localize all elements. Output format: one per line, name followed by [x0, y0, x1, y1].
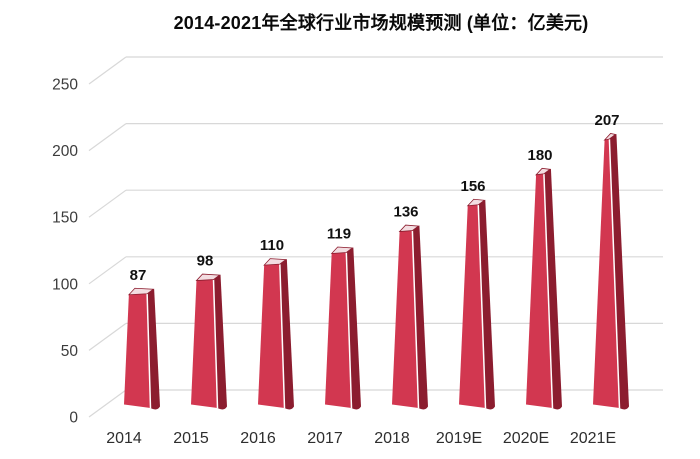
bar-top-face	[466, 198, 486, 207]
bar-side-face	[543, 168, 562, 410]
bar-2015	[191, 273, 227, 410]
bar-top-face	[603, 133, 617, 141]
gridline-diagonal	[88, 123, 127, 152]
gridline-0	[88, 389, 663, 418]
y-axis-tick-200: 200	[52, 143, 78, 160]
bar-top-face	[195, 273, 221, 282]
bar-2019E	[459, 198, 495, 410]
bar-side-face	[412, 225, 428, 410]
y-axis-tick-50: 50	[61, 343, 79, 360]
gridline-diagonal	[88, 389, 127, 418]
bar-front-face	[593, 138, 620, 408]
gridline-diagonal	[88, 322, 127, 351]
bar-edge-highlight	[411, 230, 420, 409]
gridline-100	[88, 256, 663, 285]
x-axis-label-2014: 2014	[106, 430, 142, 447]
data-label-2019E: 156	[460, 178, 485, 195]
bar-front-face	[325, 252, 352, 408]
x-axis-label-2016: 2016	[240, 430, 276, 447]
gridline-diagonal	[88, 256, 127, 285]
data-label-2015: 98	[197, 253, 214, 270]
bar-front-face	[392, 230, 419, 408]
gridline-diagonal	[88, 56, 127, 85]
data-label-2014: 87	[130, 267, 147, 284]
x-axis-label-2020E: 2020E	[503, 430, 549, 447]
gridline-150	[88, 189, 663, 218]
gridline-250	[88, 56, 663, 85]
data-label-2018: 136	[393, 204, 418, 221]
bar-front-face	[124, 293, 151, 408]
bar-top-face	[398, 224, 420, 233]
data-label-2020E: 180	[527, 147, 552, 164]
x-axis-label-2018: 2018	[374, 430, 410, 447]
y-axis-tick-250: 250	[52, 77, 78, 94]
bar-side-face	[346, 247, 361, 410]
gridline-diagonal	[88, 189, 127, 218]
chart-title: 2014-2021年全球行业市场规模预测 (单位：亿美元)	[173, 13, 589, 33]
bar-edge-highlight	[477, 204, 487, 409]
bar-edge-highlight	[543, 173, 554, 409]
bar-2020E	[526, 167, 562, 410]
x-axis-label-2021E: 2021E	[570, 430, 616, 447]
bar-edge-highlight	[212, 279, 219, 409]
data-label-2017: 119	[327, 225, 351, 242]
bar-top-face	[330, 246, 354, 254]
bar-front-face	[258, 264, 285, 408]
bar-2018	[392, 224, 428, 410]
bar-edge-highlight	[608, 138, 621, 409]
y-axis-tick-150: 150	[52, 210, 78, 227]
data-label-2016: 110	[260, 237, 284, 254]
data-label-2021E: 207	[594, 112, 619, 129]
bar-front-face	[191, 279, 218, 408]
bar-2017	[325, 246, 361, 410]
bar-2021E	[593, 133, 629, 410]
bar-edge-highlight	[345, 252, 353, 409]
gridlines	[88, 56, 663, 418]
bar-top-face	[535, 167, 551, 176]
gridline-50	[88, 322, 663, 351]
bar-edge-highlight	[279, 264, 286, 409]
x-axis-label-2019E: 2019E	[436, 430, 482, 447]
bar-side-face	[478, 199, 495, 410]
x-axis-label-2017: 2017	[307, 430, 343, 447]
y-axis-tick-100: 100	[52, 276, 78, 293]
bar-edge-highlight	[146, 293, 152, 409]
bar-top-face	[127, 287, 155, 296]
bar-2016	[258, 258, 294, 410]
bar-side-face	[609, 133, 629, 410]
x-axis-label-2015: 2015	[173, 430, 209, 447]
bar-2014	[124, 287, 160, 410]
gridline-200	[88, 122, 663, 152]
bar-front-face	[459, 204, 486, 408]
y-axis-tick-0: 0	[69, 410, 78, 427]
bar-top-face	[263, 258, 287, 266]
